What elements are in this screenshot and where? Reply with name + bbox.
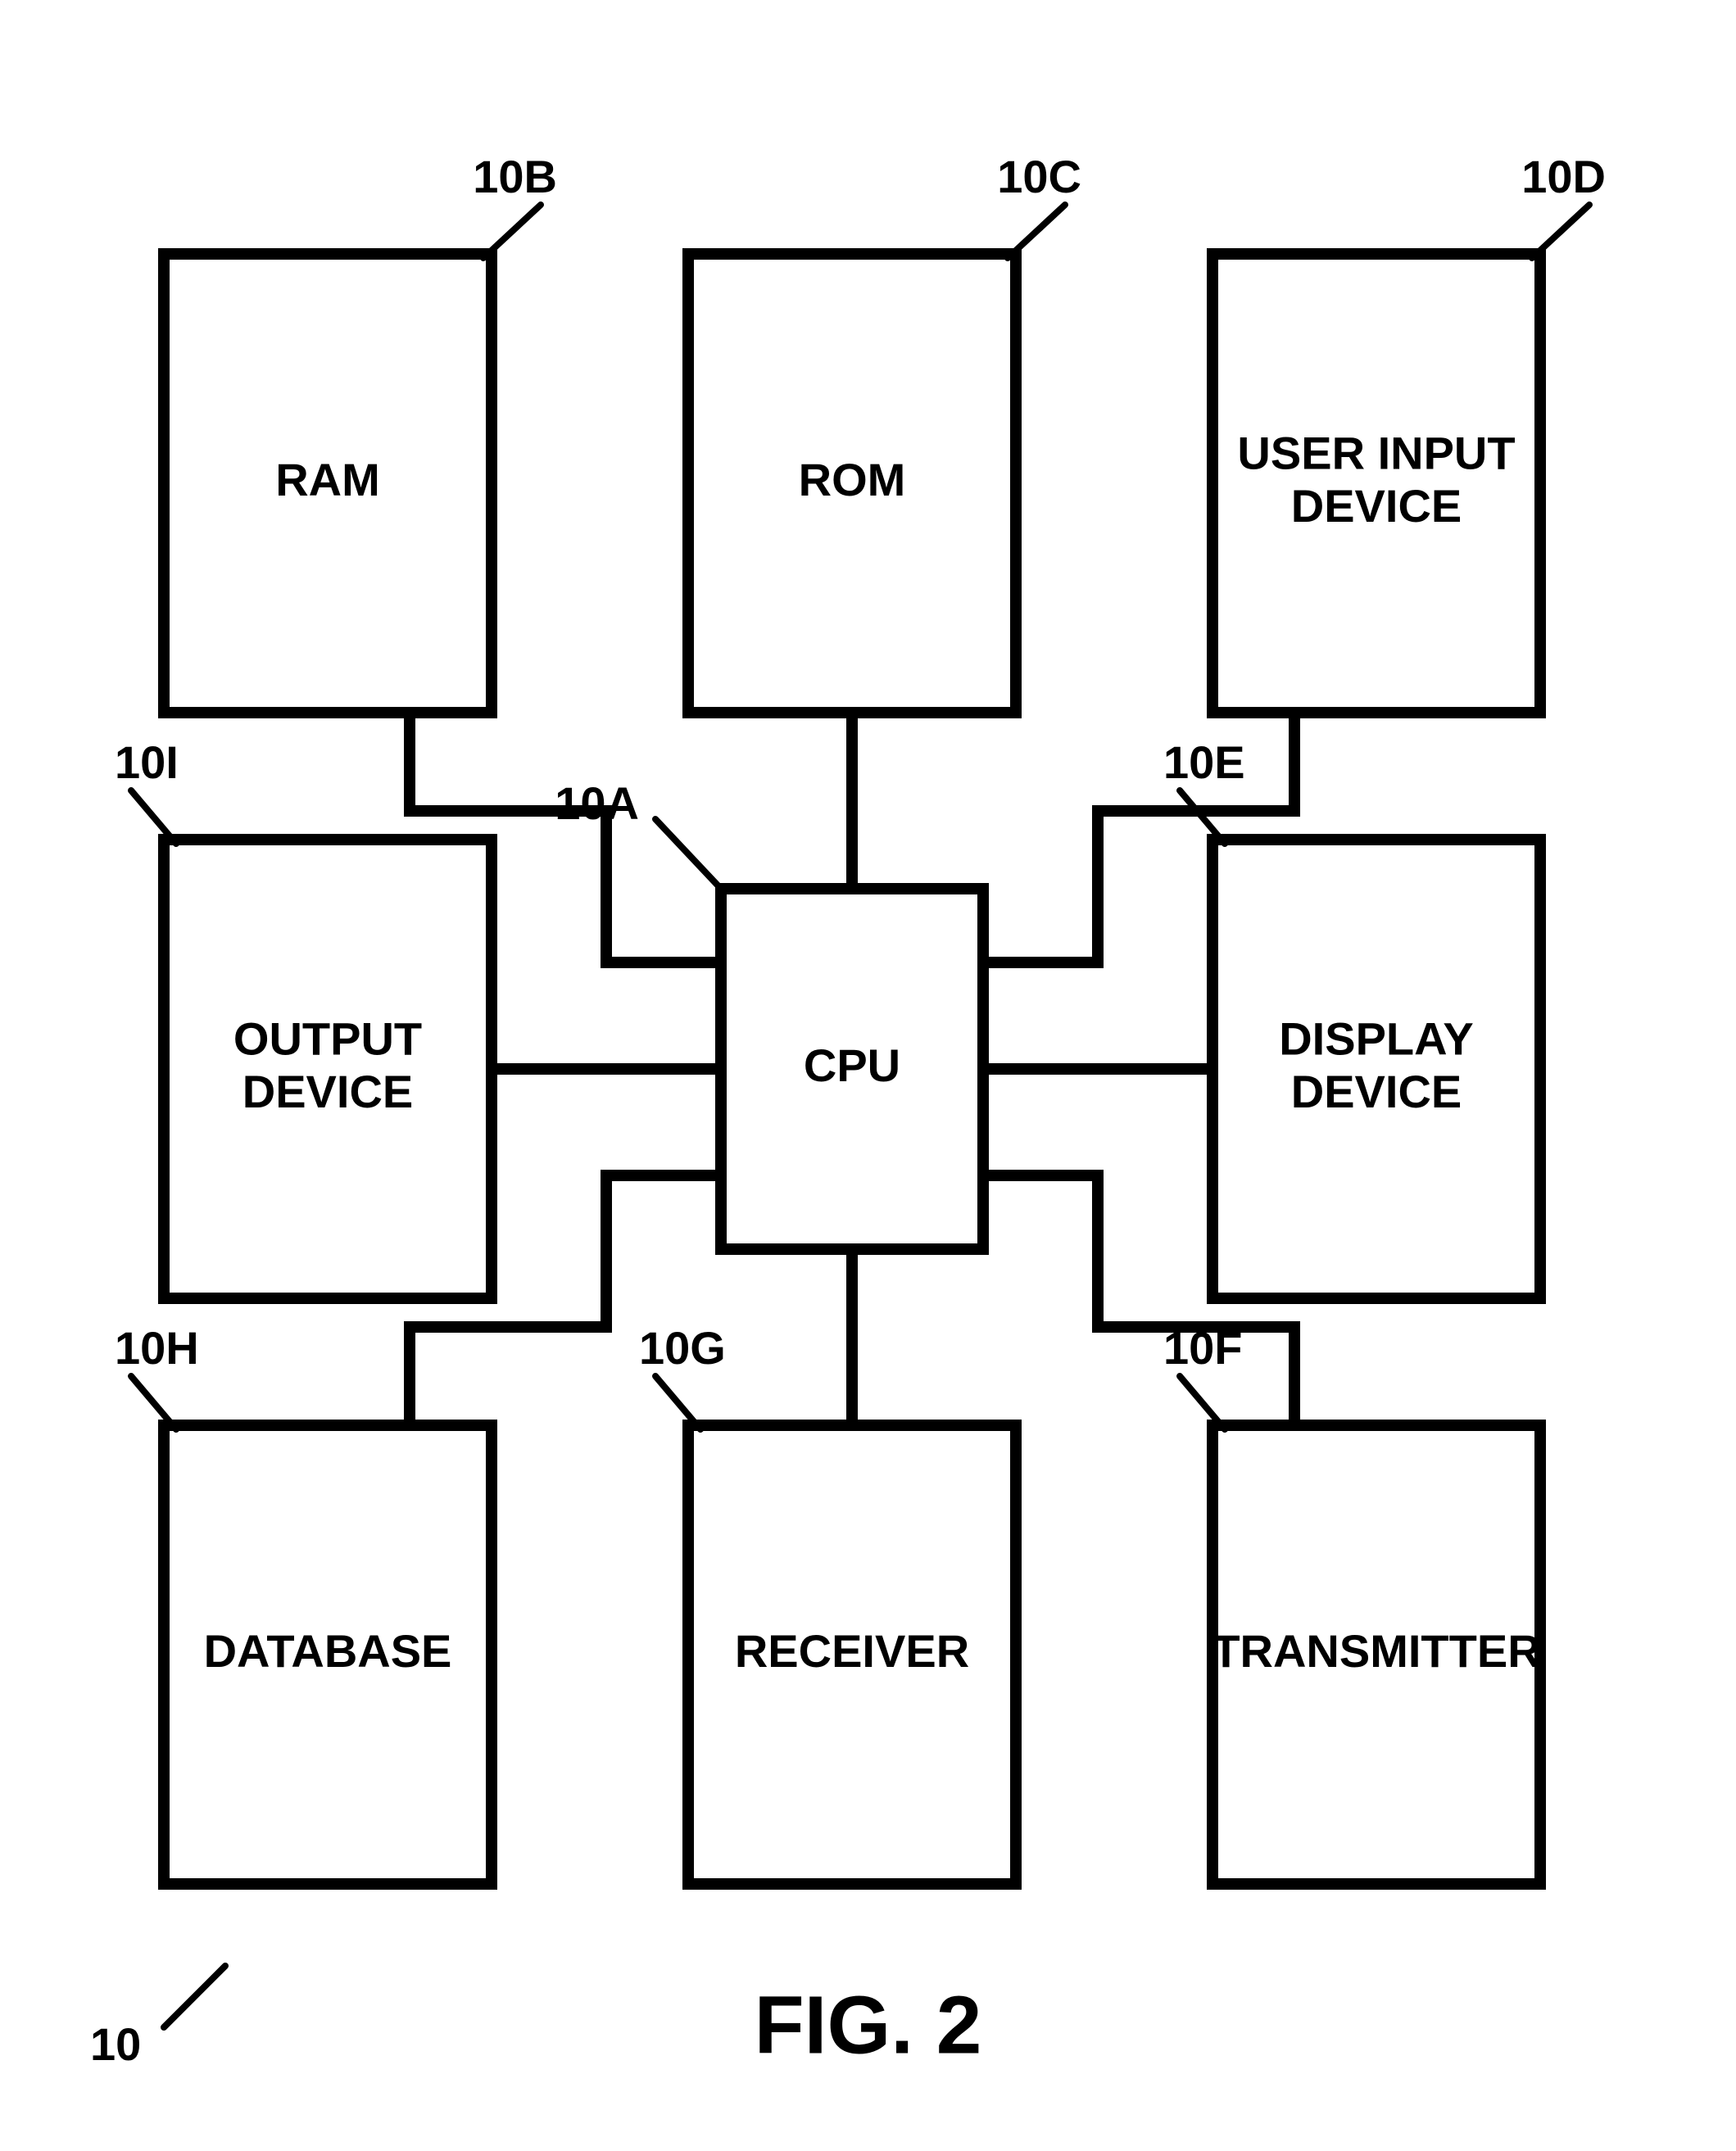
- node-cpu-label: CPU: [804, 1039, 900, 1091]
- ref-user_input: 10D: [1521, 151, 1606, 202]
- node-display-label: DEVICE: [1291, 1066, 1462, 1117]
- ref-database: 10H: [115, 1322, 199, 1374]
- node-user_input-label: USER INPUT: [1237, 428, 1515, 479]
- node-receiver-label: RECEIVER: [735, 1625, 969, 1677]
- node-user_input: USER INPUTDEVICE: [1212, 254, 1540, 713]
- node-display-label: DISPLAY: [1279, 1013, 1474, 1065]
- ref-receiver: 10G: [639, 1322, 726, 1374]
- node-rom: ROM: [688, 254, 1016, 713]
- node-transmitter-label: TRANSMITTER: [1212, 1625, 1540, 1677]
- node-output-label: OUTPUT: [233, 1013, 422, 1065]
- node-display: DISPLAYDEVICE: [1212, 840, 1540, 1298]
- block-diagram: CPURAMROMUSER INPUTDEVICEOUTPUTDEVICEDIS…: [0, 0, 1736, 2151]
- node-transmitter: TRANSMITTER: [1212, 1425, 1540, 1884]
- node-receiver: RECEIVER: [688, 1425, 1016, 1884]
- ref-display: 10E: [1163, 736, 1245, 788]
- ref-cpu: 10A: [555, 777, 639, 829]
- node-output-label: DEVICE: [242, 1066, 414, 1117]
- figure-caption: FIG. 2: [755, 1979, 982, 2071]
- ref-output: 10I: [115, 736, 179, 788]
- node-ram-label: RAM: [275, 454, 380, 505]
- node-user_input-label: DEVICE: [1291, 480, 1462, 532]
- node-database: DATABASE: [164, 1425, 492, 1884]
- node-ram: RAM: [164, 254, 492, 713]
- node-output: OUTPUTDEVICE: [164, 840, 492, 1298]
- ref-transmitter: 10F: [1163, 1322, 1243, 1374]
- nodes: CPURAMROMUSER INPUTDEVICEOUTPUTDEVICEDIS…: [164, 254, 1541, 1884]
- node-database-label: DATABASE: [204, 1625, 452, 1677]
- ref-overall: 10: [90, 2018, 141, 2070]
- node-cpu: CPU: [721, 889, 983, 1249]
- ref-ram: 10B: [473, 151, 557, 202]
- node-rom-label: ROM: [799, 454, 906, 505]
- ref-rom: 10C: [997, 151, 1081, 202]
